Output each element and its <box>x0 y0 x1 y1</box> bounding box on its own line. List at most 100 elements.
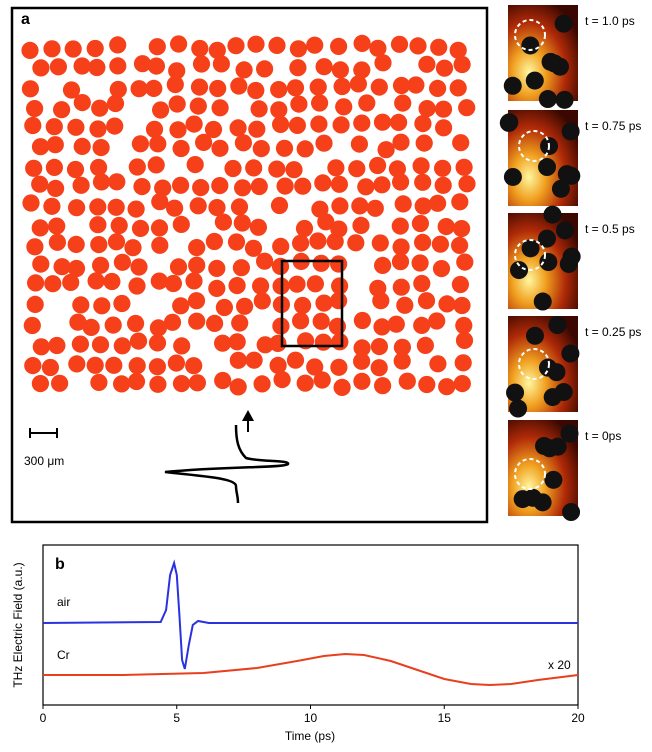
disc <box>390 35 409 53</box>
disc <box>214 334 232 352</box>
disc <box>272 237 290 255</box>
disc <box>86 39 104 58</box>
disc <box>53 258 71 276</box>
disc <box>390 113 408 131</box>
disc <box>185 272 203 290</box>
hole <box>548 316 567 335</box>
disc <box>227 37 245 55</box>
snapshot-label: t = 0.75 ps <box>585 119 641 133</box>
disc <box>107 198 125 216</box>
line <box>43 652 579 687</box>
disc <box>451 193 469 211</box>
disc <box>429 79 447 97</box>
disc <box>231 314 249 332</box>
disc <box>370 338 388 356</box>
disc <box>67 259 86 278</box>
disc <box>147 57 165 75</box>
panel-label: a <box>21 11 30 28</box>
disc <box>230 77 248 95</box>
disc <box>233 214 251 232</box>
disc <box>396 296 414 314</box>
hole <box>533 292 552 311</box>
disc <box>414 115 432 133</box>
disc <box>91 336 110 354</box>
disc <box>90 158 108 177</box>
disc <box>131 219 150 237</box>
disc <box>409 37 427 55</box>
disc <box>26 238 44 256</box>
scale-bar <box>29 428 58 438</box>
disc <box>88 58 106 77</box>
disc <box>44 275 62 293</box>
disc <box>391 217 409 235</box>
disc <box>43 40 61 58</box>
disc <box>317 213 335 231</box>
disc <box>247 81 265 100</box>
disc <box>130 80 148 98</box>
y-axis-label: THz Electric Field (a.u.) <box>11 562 25 687</box>
disc <box>229 119 247 137</box>
disc <box>168 95 186 113</box>
disc <box>286 351 305 369</box>
disc <box>449 79 467 97</box>
disc <box>330 358 348 376</box>
disc <box>130 258 148 276</box>
disc <box>113 294 131 313</box>
disc <box>414 173 432 191</box>
disc <box>172 375 191 393</box>
disc <box>411 214 429 233</box>
disc <box>413 274 431 293</box>
disc <box>145 120 164 138</box>
disc <box>128 277 146 295</box>
disc <box>249 218 267 236</box>
hole <box>554 14 573 33</box>
hole <box>503 76 522 95</box>
disc <box>245 159 263 177</box>
disc <box>314 333 332 351</box>
disc <box>89 216 107 234</box>
disc <box>455 331 474 349</box>
disc <box>91 99 109 117</box>
disc <box>244 239 263 257</box>
disc <box>188 256 206 274</box>
disc <box>31 138 50 156</box>
disc <box>172 176 190 194</box>
hole <box>525 326 544 345</box>
disc <box>189 197 207 215</box>
disc <box>353 311 371 330</box>
disc <box>227 233 246 251</box>
disc <box>68 199 86 217</box>
disc <box>204 120 223 139</box>
disc <box>93 297 111 315</box>
disc <box>330 175 348 193</box>
disc <box>113 253 131 271</box>
disc <box>188 374 206 392</box>
x-tick-label: 5 <box>173 711 180 725</box>
hole <box>537 229 556 248</box>
disc <box>211 177 229 195</box>
disc <box>151 236 169 254</box>
disc <box>295 219 314 238</box>
disc <box>268 36 286 55</box>
disc <box>256 252 274 270</box>
hole <box>538 90 557 109</box>
chart: b Time (ps) THz Electric Field (a.u.) x … <box>11 544 585 743</box>
highlight <box>514 458 546 490</box>
disc <box>429 194 447 212</box>
disc <box>48 217 66 235</box>
plot-frame <box>42 544 579 706</box>
disc <box>309 232 327 250</box>
disc <box>26 295 44 313</box>
disc <box>189 97 207 115</box>
disc <box>172 139 190 158</box>
disc <box>131 135 149 153</box>
disc <box>209 79 227 98</box>
disc <box>133 178 151 196</box>
disc <box>67 118 85 136</box>
hole <box>541 52 560 71</box>
disc <box>188 312 206 330</box>
hole <box>543 205 562 224</box>
disc <box>229 378 247 396</box>
disc <box>374 256 392 274</box>
